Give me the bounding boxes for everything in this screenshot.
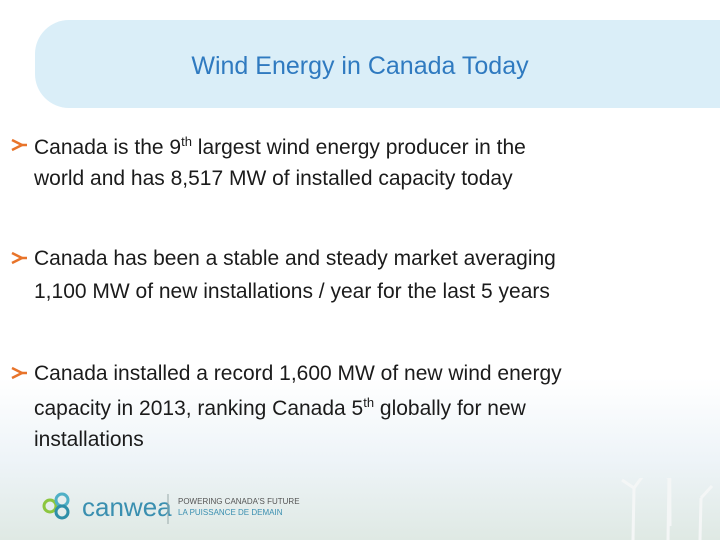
bullet-line: installations bbox=[34, 428, 144, 452]
bullet-arrow bbox=[11, 251, 27, 265]
bullet-line: Canada has been a stable and steady mark… bbox=[34, 247, 556, 271]
title-box bbox=[35, 20, 720, 108]
bullet-line: Canada installed a record 1,600 MW of ne… bbox=[34, 362, 562, 386]
text: installations bbox=[34, 428, 144, 451]
bullet-line: 1,100 MW of new installations / year for… bbox=[34, 280, 550, 304]
logo-mark bbox=[42, 492, 70, 520]
title: Wind Energy in Canada Today bbox=[191, 52, 529, 80]
bullet-line: world and has 8,517 MW of installed capa… bbox=[34, 167, 513, 191]
text: Canada installed a record 1,600 MW of ne… bbox=[34, 362, 562, 385]
text: capacity in 2013, ranking Canada 5 bbox=[34, 397, 364, 420]
text: world and has 8,517 MW of installed capa… bbox=[34, 167, 513, 190]
tagline-fr: LA PUISSANCE DE DEMAIN bbox=[178, 508, 283, 517]
text: Canada has been a stable and steady mark… bbox=[34, 247, 556, 270]
bullet-line: capacity in 2013, ranking Canada 5th glo… bbox=[34, 395, 526, 421]
turbines bbox=[621, 478, 714, 540]
footer: canwea POWERING CANADA'S FUTURE LA PUISS… bbox=[42, 478, 714, 540]
text: 1,100 MW of new installations / year for… bbox=[34, 280, 550, 303]
superscript: th bbox=[181, 134, 192, 149]
text: largest wind energy producer in the bbox=[191, 136, 526, 159]
tagline-en: POWERING CANADA'S FUTURE bbox=[178, 497, 300, 506]
bullet-arrow bbox=[11, 138, 27, 152]
bullet-arrow bbox=[11, 366, 27, 380]
text: Canada is the 9 bbox=[34, 136, 182, 159]
superscript: th bbox=[363, 395, 375, 410]
text: globally for new bbox=[374, 397, 526, 420]
logo-text: canwea bbox=[82, 492, 172, 522]
bullet-line: Canada is the 9th largest wind energy pr… bbox=[34, 134, 526, 160]
